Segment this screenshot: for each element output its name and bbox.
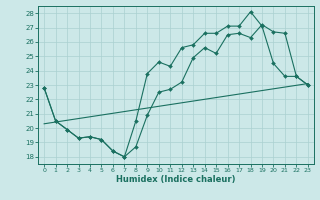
- X-axis label: Humidex (Indice chaleur): Humidex (Indice chaleur): [116, 175, 236, 184]
